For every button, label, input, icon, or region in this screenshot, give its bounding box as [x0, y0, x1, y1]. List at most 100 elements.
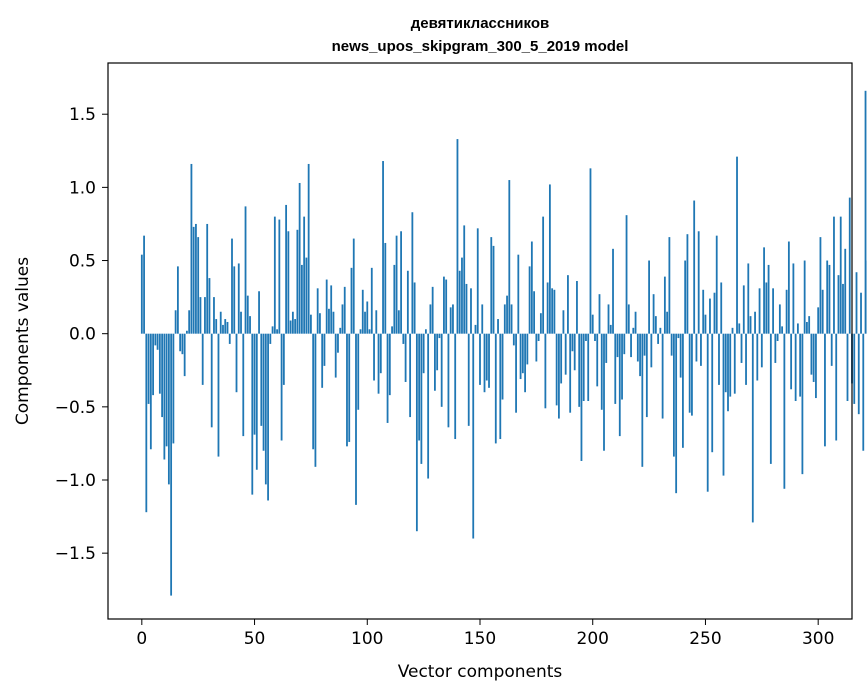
bar-258 — [722, 333, 725, 476]
bar-235 — [670, 333, 673, 356]
bar-303 — [824, 333, 826, 447]
bar-238 — [677, 333, 680, 339]
bar-272 — [754, 311, 756, 334]
bar-240 — [682, 333, 684, 448]
bar-259 — [724, 333, 727, 393]
bar-314 — [848, 197, 851, 334]
bar-127 — [427, 333, 430, 479]
bar-2 — [145, 333, 148, 513]
bar-253 — [711, 333, 714, 453]
bar-94 — [352, 238, 355, 334]
bar-226 — [650, 333, 653, 368]
y-tick-label: 0.5 — [69, 252, 96, 272]
bar-232 — [663, 276, 666, 334]
bar-220 — [636, 333, 639, 362]
bar-107 — [382, 161, 384, 334]
bar-184 — [555, 333, 558, 406]
bar-213 — [621, 333, 623, 400]
bar-108 — [384, 242, 387, 334]
bar-204 — [600, 333, 603, 410]
bar-192 — [573, 333, 576, 371]
bar-281 — [774, 333, 777, 363]
bar-66 — [289, 320, 292, 334]
y-axis-label: Components values — [13, 257, 33, 425]
bar-173 — [530, 241, 533, 334]
bar-263 — [733, 333, 736, 394]
bar-197 — [585, 333, 587, 341]
bar-191 — [571, 333, 574, 352]
bar-97 — [359, 329, 362, 334]
bar-171 — [526, 333, 529, 365]
bar-11 — [165, 333, 168, 447]
bar-series — [140, 90, 867, 596]
bar-78 — [316, 288, 319, 334]
bar-282 — [776, 333, 779, 341]
bar-169 — [521, 333, 524, 374]
bar-26 — [199, 297, 202, 334]
bar-304 — [826, 260, 829, 334]
bar-144 — [465, 283, 468, 334]
bar-261 — [729, 333, 732, 397]
bar-190 — [569, 333, 572, 413]
bar-285 — [783, 333, 786, 489]
bar-147 — [472, 333, 475, 539]
bar-101 — [368, 329, 371, 334]
bar-207 — [607, 304, 610, 334]
bar-268 — [745, 333, 747, 385]
bar-283 — [778, 304, 781, 334]
y-tick-label: −0.5 — [55, 398, 96, 418]
bar-313 — [846, 333, 849, 401]
bar-280 — [772, 288, 774, 334]
bar-13 — [170, 333, 173, 596]
bar-172 — [528, 266, 531, 334]
bar-79 — [319, 313, 321, 334]
bar-123 — [418, 333, 421, 441]
bar-14 — [172, 333, 175, 444]
bar-143 — [463, 225, 466, 334]
bar-269 — [747, 263, 750, 334]
bar-100 — [366, 301, 369, 334]
bar-247 — [697, 231, 700, 334]
bar-142 — [461, 257, 463, 334]
bar-152 — [483, 333, 486, 393]
bar-206 — [605, 333, 608, 363]
bar-290 — [794, 333, 797, 401]
bar-178 — [542, 216, 545, 334]
bar-128 — [429, 304, 432, 334]
bar-219 — [634, 311, 637, 334]
bar-195 — [580, 333, 583, 461]
x-tick-label: 300 — [802, 629, 834, 649]
bar-188 — [564, 333, 567, 375]
x-tick-label: 250 — [689, 629, 721, 649]
bar-132 — [438, 333, 441, 339]
bar-12 — [167, 333, 170, 485]
x-tick-label: 0 — [136, 629, 147, 649]
bar-83 — [328, 308, 330, 334]
bar-221 — [639, 333, 641, 377]
bar-111 — [391, 326, 393, 334]
chart-title-line-2: news_upos_skipgram_300_5_2019 model — [332, 38, 629, 55]
bar-36 — [222, 324, 224, 334]
bar-84 — [330, 285, 333, 334]
bar-34 — [217, 333, 220, 457]
bar-55 — [264, 333, 267, 485]
bar-4 — [149, 333, 152, 450]
bar-287 — [787, 241, 790, 334]
bar-67 — [291, 311, 294, 334]
y-tick-label: 1.0 — [69, 178, 96, 198]
bar-75 — [310, 314, 312, 334]
bar-45 — [242, 333, 245, 437]
bar-175 — [535, 333, 538, 362]
bar-160 — [501, 333, 504, 400]
bar-182 — [551, 288, 554, 334]
bar-203 — [598, 294, 601, 334]
bar-105 — [377, 333, 380, 394]
bar-121 — [413, 282, 416, 334]
bar-138 — [452, 304, 454, 334]
bar-262 — [731, 327, 734, 334]
bar-210 — [614, 333, 617, 404]
bar-254 — [713, 292, 716, 334]
bar-77 — [314, 333, 317, 467]
bar-275 — [760, 333, 763, 368]
bar-153 — [485, 333, 488, 381]
